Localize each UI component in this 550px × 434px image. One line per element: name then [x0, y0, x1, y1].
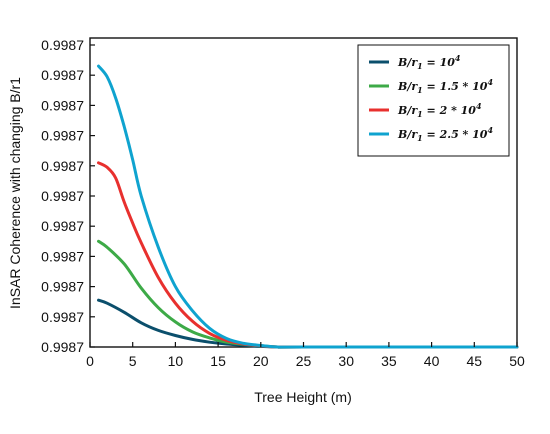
- y-tick-label: 0.9987: [41, 248, 84, 264]
- legend: B/r1 = 104 B/r1 = 1.5 * 104 B/r1 = 2 * 104…: [357, 44, 510, 157]
- y-axis-title: InSAR Coherence with changing B/r1: [7, 77, 23, 309]
- x-tick-label: 25: [296, 353, 312, 369]
- x-tick-label: 5: [129, 353, 137, 369]
- x-axis-ticks: 0 5 10 15 20 25 30 35 40 45 50: [86, 342, 525, 369]
- x-tick-label: 20: [253, 353, 269, 369]
- x-tick-label: 0: [86, 353, 94, 369]
- series-lines: [97, 64, 519, 349]
- y-tick-label: 0.9987: [41, 97, 84, 113]
- y-tick-label: 0.9987: [41, 279, 84, 295]
- y-tick-label: 0.9987: [41, 158, 84, 174]
- legend-label-1: B/r1 = 104: [397, 53, 461, 71]
- series-line-1: [97, 298, 519, 349]
- y-tick-label: 0.9987: [41, 339, 84, 355]
- x-tick-label: 50: [509, 353, 525, 369]
- x-tick-label: 10: [168, 353, 184, 369]
- y-tick-label: 0.9987: [41, 128, 84, 144]
- x-tick-label: 35: [381, 353, 397, 369]
- legend-label-2: B/r1 = 1.5 * 104: [397, 77, 493, 95]
- y-tick-label: 0.9987: [41, 37, 84, 53]
- x-tick-label: 15: [210, 353, 226, 369]
- series-line-4: [97, 64, 519, 349]
- y-tick-label: 0.9987: [41, 218, 84, 234]
- y-axis-ticks: 0.9987 0.9987 0.9987 0.9987 0.9987 0.9987 0.99…: [41, 37, 95, 355]
- x-tick-label: 30: [338, 353, 354, 369]
- y-tick-label: 0.9987: [41, 309, 84, 325]
- x-tick-label: 45: [467, 353, 483, 369]
- y-tick-label: 0.9987: [41, 188, 84, 204]
- x-tick-label: 40: [424, 353, 440, 369]
- x-axis-title: Tree Height (m): [254, 389, 352, 405]
- y-tick-label: 0.9987: [41, 67, 84, 83]
- legend-label-4: B/r1 = 2.5 * 104: [397, 125, 493, 143]
- legend-label-3: B/r1 = 2 * 104: [397, 101, 482, 119]
